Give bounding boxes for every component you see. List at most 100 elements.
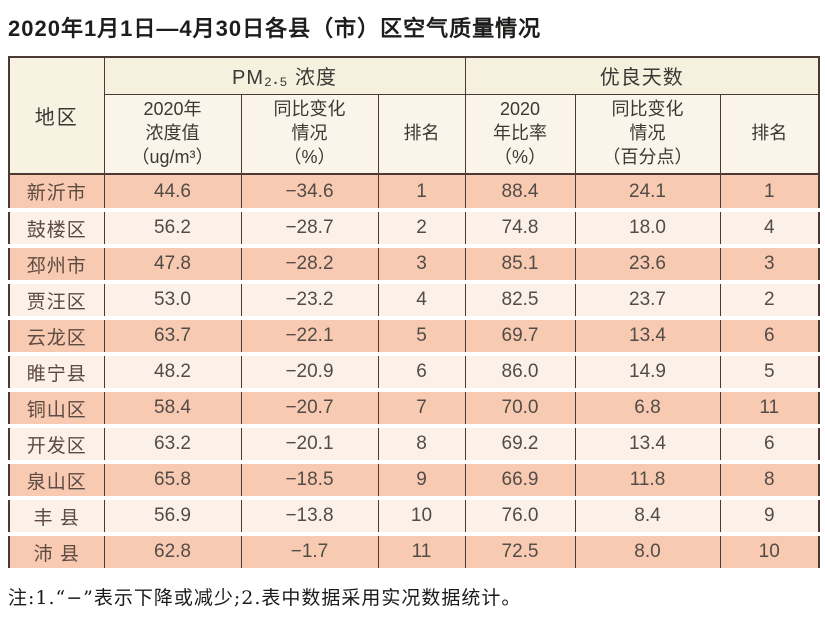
pm-value-cell: 56.9 <box>103 498 241 536</box>
table-row: 开发区 63.2 −20.1 8 69.2 13.4 6 <box>9 426 819 464</box>
pm-rank-cell: 7 <box>377 390 465 428</box>
pm-change-cell: −20.7 <box>240 390 378 428</box>
pm-rank-cell: 6 <box>377 354 465 392</box>
ratio-change-cell: 18.0 <box>574 210 720 248</box>
ratio-cell: 86.0 <box>464 354 575 392</box>
pm-rank-cell: 10 <box>377 498 465 536</box>
ratio-rank-cell: 5 <box>719 354 819 392</box>
ratio-cell: 74.8 <box>464 210 575 248</box>
region-cell: 云龙区 <box>9 318 104 356</box>
region-cell: 开发区 <box>9 426 104 464</box>
table-row: 贾汪区 53.0 −23.2 4 82.5 23.7 2 <box>9 282 819 320</box>
pm-change-cell: −28.2 <box>240 246 378 284</box>
pm-change-cell: −22.1 <box>240 318 378 356</box>
ratio-change-cell: 14.9 <box>574 354 720 392</box>
pm-change-cell: −18.5 <box>240 462 378 500</box>
table-header: 地区 PM₂.₅ 浓度 优良天数 2020年 浓度值 （ug/m³） 同比变化 … <box>9 57 819 175</box>
table-row: 鼓楼区 56.2 −28.7 2 74.8 18.0 4 <box>9 210 819 248</box>
table-row: 邳州市 47.8 −28.2 3 85.1 23.6 3 <box>9 246 819 284</box>
ratio-rank-cell: 6 <box>719 318 819 356</box>
pm-value-cell: 58.4 <box>103 390 241 428</box>
table-row: 睢宁县 48.2 −20.9 6 86.0 14.9 5 <box>9 354 819 392</box>
table-row: 泉山区 65.8 −18.5 9 66.9 11.8 8 <box>9 462 819 500</box>
table-row: 铜山区 58.4 −20.7 7 70.0 6.8 11 <box>9 390 819 428</box>
header-sub-row: 2020年 浓度值 （ug/m³） 同比变化 情况 （%） 排名 2020 年比… <box>9 94 819 175</box>
pm-change-cell: −34.6 <box>240 174 378 212</box>
pm-rank-cell: 1 <box>377 174 465 212</box>
pm-value-cell: 48.2 <box>103 354 241 392</box>
ratio-cell: 69.7 <box>464 318 575 356</box>
ratio-rank-cell: 3 <box>719 246 819 284</box>
table-row: 新沂市 44.6 −34.6 1 88.4 24.1 1 <box>9 174 819 212</box>
table-row: 云龙区 63.7 −22.1 5 69.7 13.4 6 <box>9 318 819 356</box>
pm-value-cell: 44.6 <box>103 174 241 212</box>
region-cell: 贾汪区 <box>9 282 104 320</box>
pm-value-cell: 56.2 <box>103 210 241 248</box>
ratio-cell: 66.9 <box>464 462 575 500</box>
pm-value-cell: 65.8 <box>103 462 241 500</box>
header-group-row: 地区 PM₂.₅ 浓度 优良天数 <box>9 57 819 175</box>
ratio-change-cell: 23.6 <box>574 246 720 284</box>
header-group-good-days: 优良天数 <box>464 57 819 95</box>
ratio-rank-cell: 4 <box>719 210 819 248</box>
ratio-cell: 82.5 <box>464 282 575 320</box>
ratio-change-cell: 13.4 <box>574 318 720 356</box>
pm-rank-cell: 8 <box>377 426 465 464</box>
header-region: 地区 <box>9 57 105 175</box>
header-pm-value: 2020年 浓度值 （ug/m³） <box>103 94 241 175</box>
ratio-rank-cell: 10 <box>719 534 819 572</box>
pm-change-cell: −20.1 <box>240 426 378 464</box>
header-group-pm25: PM₂.₅ 浓度 <box>103 57 465 95</box>
region-cell: 鼓楼区 <box>9 210 104 248</box>
ratio-change-cell: 23.7 <box>574 282 720 320</box>
pm-value-cell: 47.8 <box>103 246 241 284</box>
region-cell: 泉山区 <box>9 462 104 500</box>
region-cell: 睢宁县 <box>9 354 104 392</box>
region-cell: 邳州市 <box>9 246 104 284</box>
pm-change-cell: −20.9 <box>240 354 378 392</box>
pm-value-cell: 53.0 <box>103 282 241 320</box>
ratio-change-cell: 11.8 <box>574 462 720 500</box>
footnote: 注:1.“−”表示下降或减少;2.表中数据采用实况数据统计。 <box>8 587 522 609</box>
table-body: 新沂市 44.6 −34.6 1 88.4 24.1 1 鼓楼区 56.2 −2… <box>9 174 819 572</box>
ratio-rank-cell: 2 <box>719 282 819 320</box>
ratio-change-cell: 8.0 <box>574 534 720 572</box>
air-quality-table: 地区 PM₂.₅ 浓度 优良天数 2020年 浓度值 （ug/m³） 同比变化 … <box>8 56 820 572</box>
region-cell: 铜山区 <box>9 390 104 428</box>
ratio-cell: 76.0 <box>464 498 575 536</box>
ratio-rank-cell: 8 <box>719 462 819 500</box>
ratio-cell: 69.2 <box>464 426 575 464</box>
ratio-cell: 85.1 <box>464 246 575 284</box>
pm-change-cell: −1.7 <box>240 534 378 572</box>
ratio-rank-cell: 1 <box>719 174 819 212</box>
pm-rank-cell: 11 <box>377 534 465 572</box>
ratio-cell: 70.0 <box>464 390 575 428</box>
ratio-change-cell: 6.8 <box>574 390 720 428</box>
pm-change-cell: −28.7 <box>240 210 378 248</box>
pm-rank-cell: 2 <box>377 210 465 248</box>
ratio-cell: 72.5 <box>464 534 575 572</box>
ratio-rank-cell: 9 <box>719 498 819 536</box>
pm-change-cell: −23.2 <box>240 282 378 320</box>
pm-value-cell: 62.8 <box>103 534 241 572</box>
ratio-change-cell: 8.4 <box>574 498 720 536</box>
header-pm-change: 同比变化 情况 （%） <box>240 94 378 175</box>
ratio-cell: 88.4 <box>464 174 575 212</box>
pm-value-cell: 63.2 <box>103 426 241 464</box>
pm-change-cell: −13.8 <box>240 498 378 536</box>
header-pm-rank: 排名 <box>377 94 465 175</box>
pm-rank-cell: 5 <box>377 318 465 356</box>
region-cell: 丰 县 <box>9 498 104 536</box>
header-ratio-change: 同比变化 情况 （百分点） <box>574 94 720 175</box>
ratio-change-cell: 13.4 <box>574 426 720 464</box>
pm-value-cell: 63.7 <box>103 318 241 356</box>
header-ratio-rank: 排名 <box>719 94 819 175</box>
region-cell: 沛 县 <box>9 534 104 572</box>
ratio-rank-cell: 6 <box>719 426 819 464</box>
header-ratio: 2020 年比率 （%） <box>464 94 575 175</box>
ratio-rank-cell: 11 <box>719 390 819 428</box>
pm-rank-cell: 3 <box>377 246 465 284</box>
pm-rank-cell: 9 <box>377 462 465 500</box>
region-cell: 新沂市 <box>9 174 104 212</box>
